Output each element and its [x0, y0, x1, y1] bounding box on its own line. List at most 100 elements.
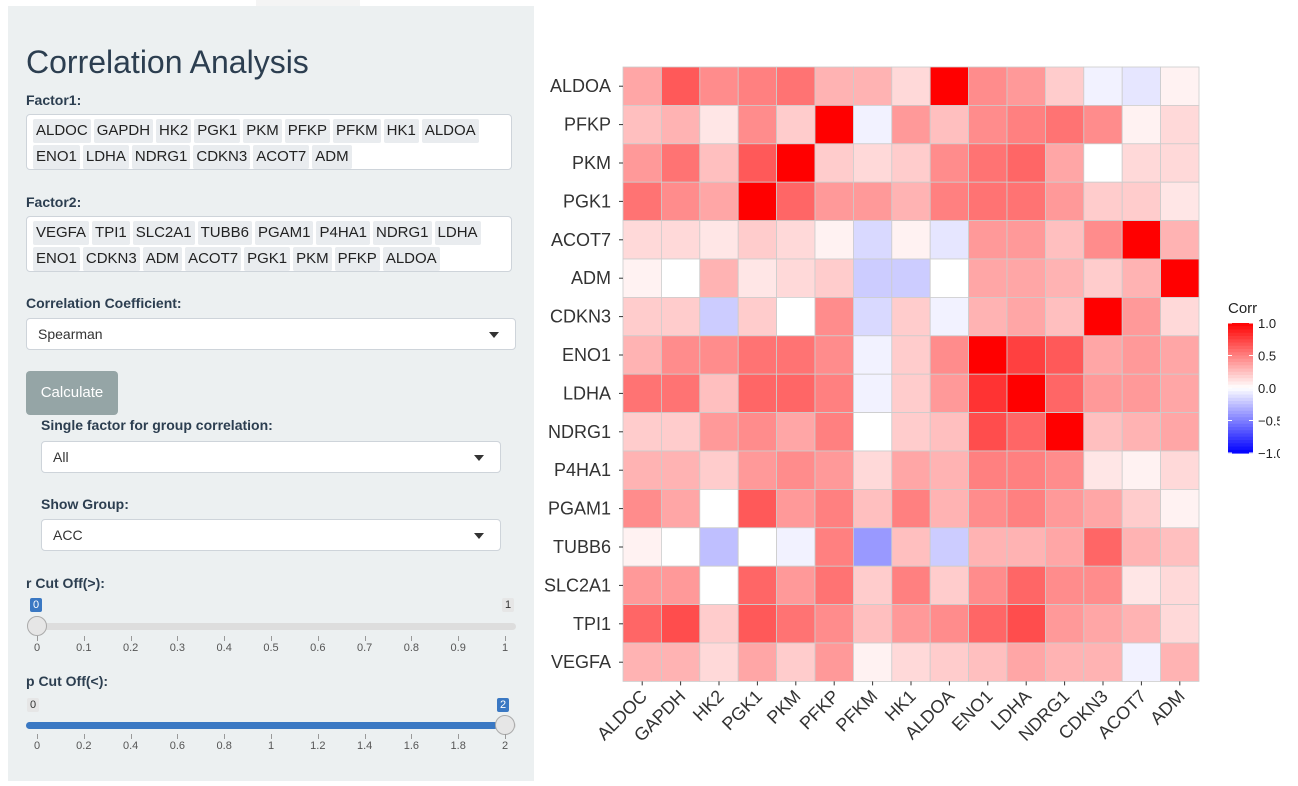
selected-tag[interactable]: PFKP [334, 247, 380, 271]
r-cutoff-track[interactable] [36, 623, 516, 630]
selected-tag[interactable]: ALDOA [421, 119, 479, 143]
heatmap-cell [737, 181, 777, 221]
heatmap-cell [737, 412, 777, 452]
heatmap-cell [699, 565, 739, 606]
heatmap-cell [661, 412, 701, 452]
heatmap-cell [1083, 450, 1123, 490]
slider-tick-label: 0.4 [216, 642, 232, 654]
selected-tag[interactable]: LDHA [434, 221, 481, 245]
r-cutoff-handle[interactable] [27, 616, 47, 636]
heatmap-cell [852, 488, 893, 529]
show-group-select[interactable]: ACC [41, 519, 501, 551]
heatmap-cell [661, 105, 701, 145]
heatmap-cell [852, 258, 893, 298]
selected-tag[interactable]: NDRG1 [131, 145, 191, 169]
heatmap-cell [699, 604, 739, 644]
heatmap-cell [776, 181, 816, 221]
heatmap-cell [814, 296, 854, 337]
heatmap-cell [968, 450, 1008, 490]
single-factor-select[interactable]: All [41, 441, 501, 473]
selected-tag[interactable]: HK1 [383, 119, 419, 143]
heatmap-cell [814, 604, 854, 644]
selected-tag[interactable]: TUBB6 [197, 221, 252, 245]
selected-tag[interactable]: GAPDH [93, 119, 154, 143]
heatmap-cell [1083, 296, 1123, 337]
heatmap-cell [622, 642, 662, 682]
heatmap-cell [1160, 105, 1200, 145]
heatmap-cell [776, 335, 816, 375]
factor1-input[interactable]: ALDOC GAPDH HK2 PGK1 PKM PFKP PFKM HK1 ALDOA ENO1… [26, 114, 512, 170]
coefficient-label: Correlation Coefficient: [26, 295, 182, 311]
legend-gradient-step [1228, 375, 1253, 379]
heatmap-cell [699, 296, 739, 337]
slider-tick [130, 636, 132, 641]
slider-tick [224, 636, 226, 641]
heatmap-cell [661, 527, 701, 567]
heatmap-cell [852, 412, 893, 452]
heatmap-cell [622, 66, 662, 106]
heatmap-cell [968, 527, 1008, 567]
selected-tag[interactable]: CDKN3 [193, 145, 251, 169]
heatmap-cell [891, 450, 931, 490]
chevron-down-icon [489, 332, 499, 338]
p-cutoff-handle[interactable] [495, 715, 515, 735]
heatmap-cell [1044, 296, 1085, 337]
factor2-input[interactable]: VEGFA TPI1 SLC2A1 TUBB6 PGAM1 P4HA1 NDRG1 LDHA E… [26, 216, 512, 272]
r-cutoff-slider[interactable]: 0 1 0 0.1 0.2 0.3 0.4 0.5 0.6 0.7 0.8 0.9 1 [26, 596, 516, 686]
heatmap-cell [699, 412, 739, 452]
heatmap-cell [929, 373, 970, 414]
selected-tag[interactable]: ENO1 [33, 145, 80, 169]
selected-tag[interactable]: PFKM [332, 119, 381, 143]
legend-gradient-step [1228, 410, 1253, 415]
selected-tag[interactable]: P4HA1 [316, 221, 370, 245]
single-factor-label: Single factor for group correlation: [41, 417, 273, 433]
slider-tick-label: 1 [267, 740, 275, 752]
y-axis-label: SLC2A1 [544, 575, 611, 595]
slider-tick [411, 636, 413, 641]
heatmap-cell [1083, 527, 1123, 567]
selected-tag[interactable]: ACOT7 [253, 145, 310, 169]
selected-tag[interactable]: ALDOC [33, 119, 91, 143]
selected-tag[interactable]: VEGFA [33, 221, 90, 245]
selected-tag[interactable]: TPI1 [92, 221, 130, 245]
heatmap-cell [1083, 258, 1123, 298]
heatmap-cell [1006, 220, 1046, 260]
slider-tick [37, 636, 38, 641]
selected-tag[interactable]: LDHA [82, 145, 129, 169]
heatmap-cell [622, 488, 662, 529]
selected-tag[interactable]: PKM [243, 119, 282, 143]
legend-gradient-step [1228, 427, 1253, 431]
heatmap-cell [1160, 565, 1200, 606]
selected-tag[interactable]: ALDOA [382, 247, 440, 271]
selected-tag[interactable]: SLC2A1 [132, 221, 195, 245]
selected-tag[interactable]: PGK1 [244, 247, 291, 271]
selected-tag[interactable]: HK2 [156, 119, 192, 143]
heatmap-cell [737, 604, 777, 644]
selected-tag[interactable]: ADM [312, 145, 352, 169]
calculate-button[interactable]: Calculate [26, 371, 118, 415]
slider-tick-label: 0.3 [169, 642, 186, 654]
selected-tag[interactable]: PGK1 [194, 119, 241, 143]
heatmap-cell [699, 642, 739, 682]
selected-tag[interactable]: ENO1 [33, 247, 80, 271]
heatmap-cell [968, 642, 1008, 682]
selected-tag[interactable]: PKM [293, 247, 332, 271]
heatmap-cell [929, 258, 970, 298]
heatmap-cell [1044, 66, 1085, 106]
legend-tick-label: −0.5 [1258, 414, 1280, 429]
selected-tag[interactable]: ACOT7 [185, 247, 242, 271]
coefficient-select[interactable]: Spearman [26, 318, 516, 350]
p-cutoff-label: p Cut Off(<): [26, 673, 109, 689]
selected-tag[interactable]: PFKP [284, 119, 330, 143]
selected-tag[interactable]: ADM [142, 247, 183, 271]
selected-tag[interactable]: NDRG1 [373, 221, 432, 245]
heatmap-cell [852, 296, 893, 337]
y-axis-label: LDHA [563, 383, 611, 403]
selected-tag[interactable]: CDKN3 [82, 247, 140, 271]
selected-tag[interactable]: PGAM1 [254, 221, 314, 245]
heatmap-cell [1121, 258, 1162, 298]
p-cutoff-slider[interactable]: 0 2 0 0.2 0.4 0.6 0.8 1 1.2 1.4 1.6 1.8 2 [26, 696, 516, 786]
heatmap-cell [852, 143, 893, 183]
single-factor-value: All [53, 449, 69, 465]
heatmap-cell [737, 335, 777, 375]
